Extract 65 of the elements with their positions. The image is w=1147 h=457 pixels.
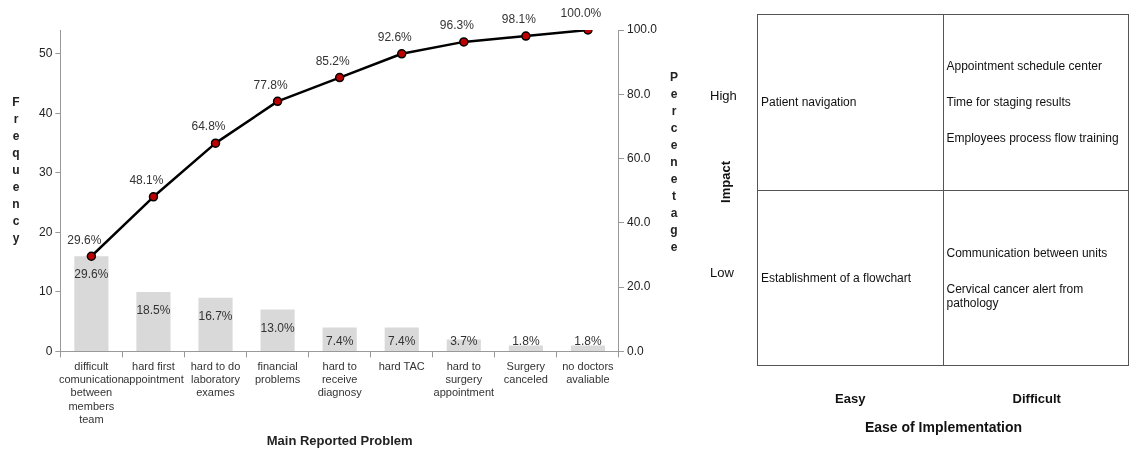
data-label: 85.2% bbox=[315, 53, 350, 68]
data-label: 98.1% bbox=[501, 12, 537, 27]
y2-tick-label: 20.0 bbox=[626, 279, 651, 294]
bar bbox=[74, 256, 109, 351]
category-label: Difficult bbox=[1011, 391, 1062, 406]
point bbox=[148, 192, 159, 202]
y2-tick-label: 80.0 bbox=[626, 86, 651, 101]
bar bbox=[508, 345, 543, 351]
text: Appointment schedule center Time for staging results Employees process flow training bbox=[946, 59, 1119, 146]
x-tick-label: Surgery canceled bbox=[503, 360, 548, 386]
point bbox=[272, 96, 283, 107]
x-tick-label: no doctors avaliable bbox=[562, 360, 615, 386]
text: Impact bbox=[718, 160, 733, 203]
y-axis-title: Frequency bbox=[9, 95, 23, 248]
y-tick-label: 50 bbox=[38, 46, 53, 61]
bar bbox=[570, 345, 606, 351]
data-label: 92.6% bbox=[377, 30, 413, 45]
x-tick-label: hard to surgery appointment bbox=[433, 360, 495, 399]
data-label: 3.7% bbox=[450, 333, 478, 348]
data-label: 1.8% bbox=[574, 333, 602, 348]
point bbox=[521, 31, 531, 41]
y-tick-label: 40 bbox=[38, 105, 53, 120]
x-axis-title: Main Reported Problem bbox=[266, 432, 413, 448]
y-tick-label: 30 bbox=[38, 165, 53, 180]
data-label: 7.4% bbox=[388, 333, 416, 348]
data-label: 96.3% bbox=[439, 18, 475, 33]
point bbox=[396, 49, 407, 59]
y2-tick-label: 60.0 bbox=[626, 150, 651, 165]
y-tick-label: 10 bbox=[38, 284, 53, 299]
data-label: 64.8% bbox=[191, 119, 226, 134]
point bbox=[210, 138, 221, 148]
x-tick-label: hard to do laboratory exames bbox=[190, 360, 241, 399]
y2-axis-title: Percenetage bbox=[667, 70, 681, 257]
text: Establishment of a flowchart bbox=[761, 270, 912, 285]
point bbox=[459, 37, 469, 47]
text: Patient navigation bbox=[761, 95, 857, 110]
point bbox=[334, 72, 345, 83]
data-label: 13.0% bbox=[260, 320, 295, 335]
y-tick-label: 0 bbox=[45, 343, 53, 358]
data-label: 16.7% bbox=[198, 308, 233, 323]
x-tick-label: hard to receive diagnosy bbox=[317, 360, 363, 399]
data-label: 1.8% bbox=[512, 333, 540, 348]
data-label: 29.6% bbox=[74, 267, 109, 282]
text: Ease of Implementation bbox=[863, 419, 1024, 435]
x-tick-label: hard first appointment bbox=[123, 360, 184, 386]
bar bbox=[136, 291, 171, 351]
category-label: Low bbox=[710, 264, 734, 280]
data-label: 7.4% bbox=[325, 333, 354, 348]
data-label: 29.6% bbox=[67, 232, 102, 247]
data-label: 77.8% bbox=[253, 77, 288, 92]
category-label: Easy bbox=[834, 391, 867, 406]
y-tick-label: 20 bbox=[38, 224, 53, 239]
data-label: 18.5% bbox=[136, 302, 171, 317]
y2-tick-label: 40.0 bbox=[626, 215, 651, 230]
x-tick-label: hard TAC bbox=[378, 360, 425, 373]
category-label: High bbox=[710, 88, 737, 104]
data-label: 48.1% bbox=[129, 173, 164, 188]
point bbox=[86, 251, 97, 262]
data-label: 100.0% bbox=[560, 6, 602, 21]
y2-tick-label: 0.0 bbox=[626, 343, 644, 358]
y2-tick-label: 100.0 bbox=[626, 22, 658, 37]
x-tick-label: financial problems bbox=[254, 360, 301, 386]
x-tick-label: difficult comunication between members team bbox=[58, 360, 124, 425]
text: Communication between units Cervical cancer alert from pathology bbox=[946, 245, 1108, 310]
bar bbox=[198, 297, 233, 351]
